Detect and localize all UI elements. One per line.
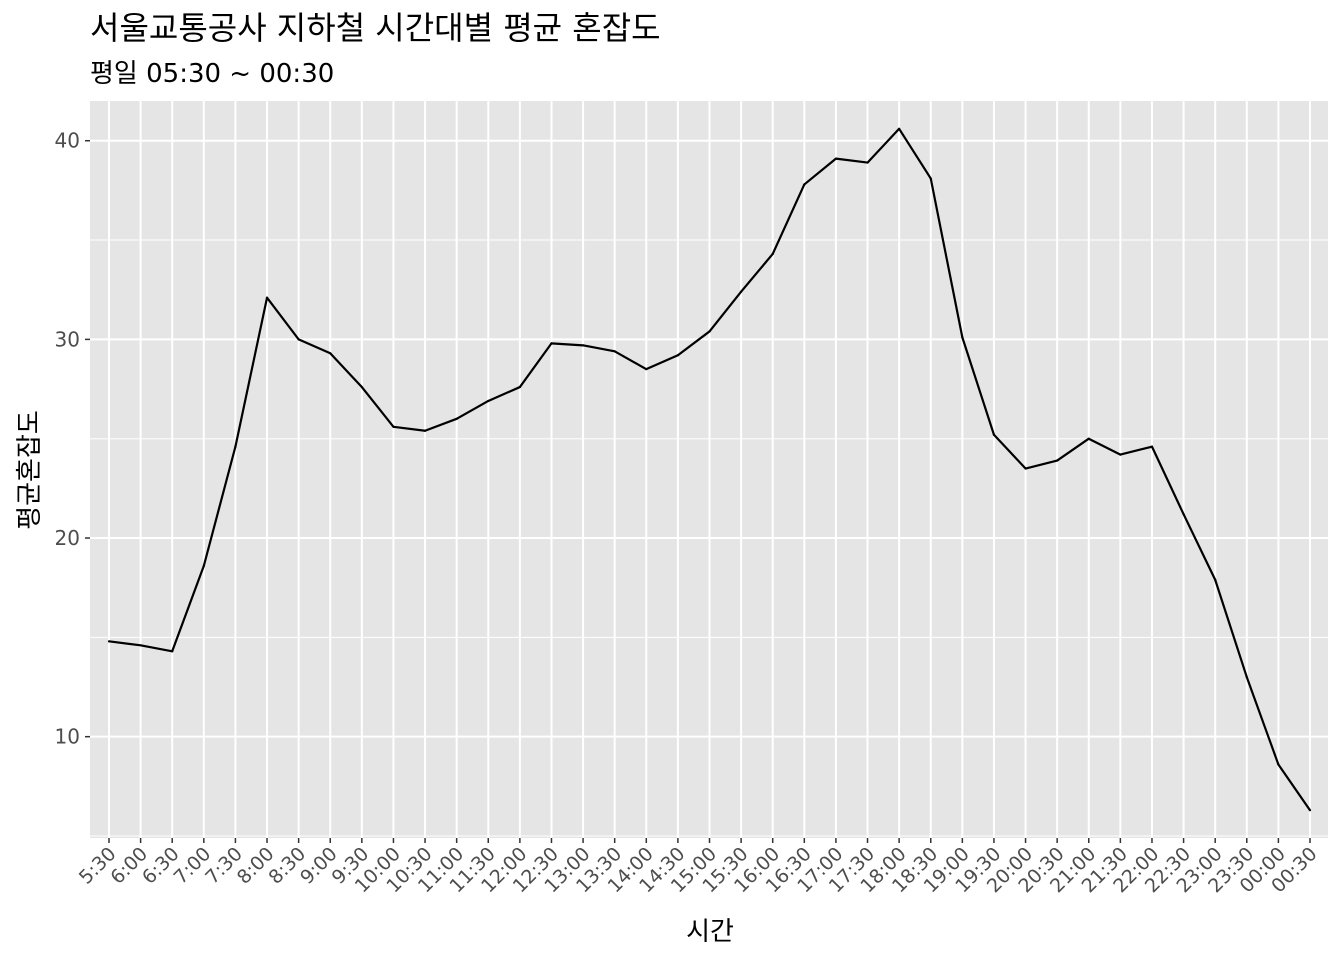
data-point — [803, 183, 806, 186]
data-point — [1182, 513, 1185, 516]
data-point — [487, 399, 490, 403]
data-point — [392, 425, 395, 428]
data-point — [645, 368, 648, 371]
y-tick-label: 20 — [55, 526, 80, 550]
y-axis: 10 20 30 40 — [55, 129, 90, 749]
data-point — [1056, 459, 1059, 462]
data-point — [771, 252, 774, 256]
data-point — [1214, 578, 1217, 581]
chart-subtitle: 평일 05:30 ~ 00:30 — [90, 59, 334, 89]
data-point — [992, 433, 996, 436]
data-point — [139, 644, 142, 647]
data-point — [613, 350, 616, 353]
data-point — [297, 338, 300, 341]
data-point — [202, 564, 205, 567]
data-point — [550, 342, 553, 345]
y-axis-title: 평균혼잡도 — [15, 410, 45, 530]
y-tick-label: 10 — [55, 725, 80, 749]
data-point — [455, 417, 458, 420]
y-tick-label: 30 — [55, 327, 80, 351]
data-point — [929, 177, 932, 180]
data-point — [866, 161, 869, 164]
data-point — [234, 445, 237, 448]
data-point — [518, 385, 521, 389]
data-point — [740, 290, 743, 293]
data-point — [1119, 453, 1122, 456]
data-point — [171, 650, 174, 653]
data-point — [834, 157, 838, 160]
data-point — [265, 296, 269, 299]
data-point — [1150, 445, 1154, 448]
series-layer — [107, 127, 1312, 812]
data-point — [1024, 467, 1027, 470]
data-point — [898, 127, 901, 130]
data-point — [1308, 809, 1312, 812]
data-point — [1245, 675, 1248, 679]
gridlines — [90, 101, 1328, 838]
data-point — [676, 354, 679, 357]
data-point — [708, 330, 711, 333]
data-point — [581, 344, 585, 347]
x-axis: 5:306:006:307:007:308:008:309:009:3010:0… — [75, 838, 1322, 897]
chart-title: 서울교통공사 지하철 시간대별 평균 혼잡도 — [90, 9, 661, 47]
data-point — [423, 429, 427, 432]
data-point — [329, 352, 332, 355]
data-point — [107, 640, 111, 643]
data-point — [360, 385, 363, 389]
data-point — [1087, 437, 1090, 440]
x-axis-title: 시간 — [686, 917, 734, 947]
data-point — [961, 336, 964, 339]
data-point — [1277, 763, 1280, 766]
y-tick-label: 40 — [55, 129, 80, 153]
